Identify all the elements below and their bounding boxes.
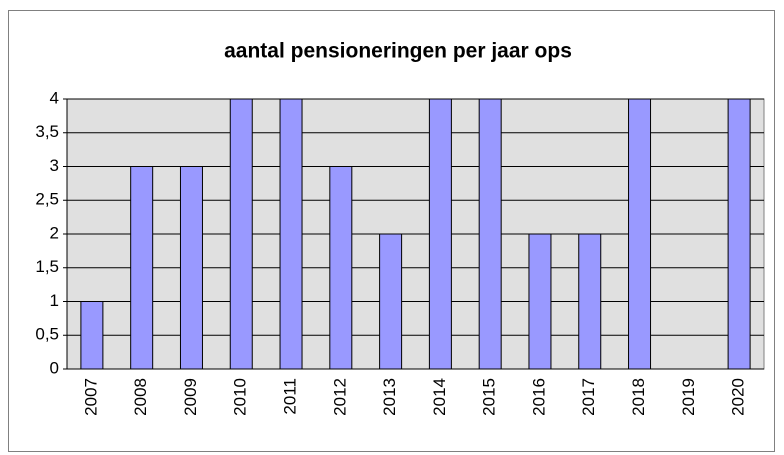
x-tick-label: 2018: [629, 378, 648, 416]
x-tick-label: 2008: [131, 378, 150, 416]
x-tick-label: 2020: [729, 378, 748, 416]
bar: [478, 98, 502, 370]
y-tick-label: 3: [50, 156, 59, 175]
bar: [379, 233, 403, 370]
x-tick-label: 2013: [380, 378, 399, 416]
x-tick-label: 2019: [679, 378, 698, 416]
y-tick-label: 2,5: [35, 190, 59, 209]
x-tick-label: 2012: [330, 378, 349, 416]
y-tick-label: 4: [50, 88, 59, 107]
x-tick-label: 2007: [81, 378, 100, 416]
y-tick-label: 0: [50, 358, 59, 377]
y-tick-label: 2: [50, 223, 59, 242]
y-tick-label: 3,5: [35, 122, 59, 141]
bar: [179, 166, 203, 370]
bar: [528, 233, 552, 370]
y-tick-label: 0,5: [35, 325, 59, 344]
x-tick-label: 2009: [181, 378, 200, 416]
bar: [628, 98, 652, 370]
bar: [80, 301, 104, 370]
x-tick-label: 2010: [231, 378, 250, 416]
x-tick-label: 2015: [480, 378, 499, 416]
x-tick-label: 2016: [529, 378, 548, 416]
y-tick-label: 1: [50, 291, 59, 310]
y-tick-label: 1,5: [35, 257, 59, 276]
bar: [130, 166, 154, 370]
bar: [329, 166, 353, 370]
x-tick-label: 2017: [579, 378, 598, 416]
x-tick-label: 2011: [281, 378, 300, 415]
bar: [279, 98, 303, 370]
bar: [229, 98, 253, 370]
chart-title: aantal pensioneringen per jaar ops: [224, 40, 572, 63]
bar: [578, 233, 602, 370]
bar: [428, 98, 452, 370]
bar: [727, 98, 751, 370]
x-tick-label: 2014: [430, 378, 449, 416]
